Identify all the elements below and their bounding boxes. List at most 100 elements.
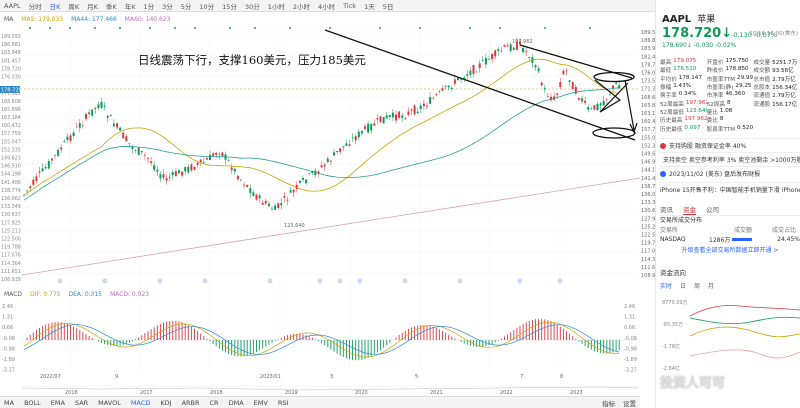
period-tab[interactable]: 月K [87,2,98,11]
indicator-tab[interactable]: ARBR [181,398,200,407]
candle-body [559,82,562,87]
candle-body [326,158,329,163]
period-tab[interactable]: 1天 [364,2,375,11]
dif-line [23,321,620,358]
candle-body [574,86,577,94]
candle-body [323,164,326,167]
left-axis-label: 157.759 [1,131,21,137]
price-axis-label: 165.896 [641,103,662,109]
news-item[interactable]: 2023/11/02 (美东) 盘后发布财报 [660,166,800,180]
event-dot-icon [498,26,502,30]
indicator-tab[interactable]: DMA [228,398,244,407]
price-axis-label: 130.637 [641,208,662,214]
panel-tab[interactable]: 公司 [706,206,719,214]
year-label: 2022 [500,390,513,396]
indicator-tab[interactable]: MACD [130,398,151,407]
year-label: 2020 [355,390,368,396]
chart-canvas[interactable]: 189.593 186.881 183.948 181.457 178.720 176.0… [0,24,800,408]
indicator-tab[interactable]: BOLL [24,398,41,407]
period-tab[interactable]: 15分 [222,2,237,11]
projection-path [594,79,629,113]
indicator-tab[interactable]: CR [209,398,219,407]
exchange-title: 交易所成交分布 [660,216,703,224]
ma-line-long [21,177,641,276]
candle-body [426,105,428,107]
candle-body [537,68,540,72]
left-axis-label: 186.881 [1,42,21,48]
news-item[interactable]: iPhone 15开售不利：中国智能手机销量下滑 iPhone 14下... [660,182,800,196]
indicator-tab[interactable]: EMV [253,398,268,407]
flow-tab[interactable]: 月 [708,283,715,290]
period-tab[interactable]: 日K [49,2,61,11]
period-tab[interactable]: Tick [343,1,357,10]
panel-tab[interactable]: 资金 [683,206,696,215]
candle-body [382,116,385,124]
flow-tab[interactable]: 日 [680,283,687,290]
indicator-tab[interactable]: MAVOL [98,398,121,407]
year-label: 2019 [285,390,298,396]
ticker-symbol: AAPL [662,14,692,25]
upgrade-link[interactable]: 升级查看全部交易所数据立即开通 > [681,246,779,254]
period-tab[interactable]: 1分 [143,2,155,11]
indicator-tab[interactable]: RSI [277,398,289,407]
candle-body [599,103,602,106]
candle-body [475,71,478,73]
macd-legend-item: MACD: 0.923 [110,290,150,298]
period-tab[interactable]: 2小时 [292,2,310,11]
candle-body [125,136,128,142]
news-item[interactable]: 支持卖空 卖空参考利率 3% 卖空池剩余 >1000万股 [660,152,800,166]
period-tab[interactable]: 1小时 [267,2,285,11]
quote-time: 10/16 16:00(美东) [749,31,798,37]
flow-line-out [689,316,800,325]
indicator-tab[interactable]: EMA [50,398,65,407]
stat-label: 52周最低 [660,109,684,116]
period-tab[interactable]: 周K [68,2,80,11]
candle-body [295,184,298,190]
period-tab[interactable]: 10分 [199,2,215,11]
stat-label: 成交额 [753,68,771,75]
flow-tab[interactable]: 周 [694,283,701,290]
period-tab[interactable]: 5分 [180,2,192,11]
stat-label: 市盈率TTM [706,76,736,83]
year-label: 2016 [65,390,78,396]
indicator-tab[interactable]: MA [4,398,15,407]
panel-tab[interactable]: 资讯 [660,206,673,214]
candle-body [416,111,419,114]
left-axis-label: 189.593 [1,34,21,40]
toolbar-right-button[interactable]: 设置 [623,399,636,408]
peak-label: 197.962 [512,39,533,45]
candle-body [481,59,484,61]
flow-tab[interactable]: 实时 [660,283,673,290]
indicator-tab[interactable]: SAR [74,398,89,407]
price-change: -0.130 -0.07% [731,31,778,39]
period-tab[interactable]: 30分 [244,2,260,11]
price-axis-label: 173.542 [641,79,662,85]
event-icon [357,278,363,284]
stat-cell: 52周高 8 [707,100,754,108]
exchange-header: 交易所 成交额 成交占比 [660,224,800,234]
candle-body [243,184,246,186]
price-axis-label: 149.623 [641,152,662,158]
period-tab[interactable]: 年K [124,2,136,11]
event-dot-icon [68,26,72,30]
year-label: 2021 [430,390,443,396]
indicator-tab[interactable]: KDJ [160,398,172,407]
news-item[interactable]: 支持购股 融资保证金率 40% [660,138,800,152]
period-tab[interactable]: 分时 [28,2,42,11]
candle-body [171,172,174,175]
left-axis-label: 178.720 [1,66,21,72]
period-tab[interactable]: 3分 [162,2,173,11]
event-icon [457,278,463,284]
period-tab[interactable]: AAPL [4,1,21,10]
period-tab[interactable]: 5日 [382,2,394,11]
period-tab[interactable]: 4小时 [318,2,336,11]
period-tab[interactable]: 季K [105,2,117,11]
exchange-header-cell: 交易所 [660,226,679,234]
candle-body [258,195,261,199]
toolbar-right-button[interactable]: 指标 [602,399,615,408]
candle-body [66,136,69,140]
exchange-cell: 24.45% [777,235,800,243]
annotation-text: 日线震荡下行，支撑160美元，压力185美元 [138,53,366,67]
capital-flow: 资金流向 实时日周月 [660,265,800,290]
